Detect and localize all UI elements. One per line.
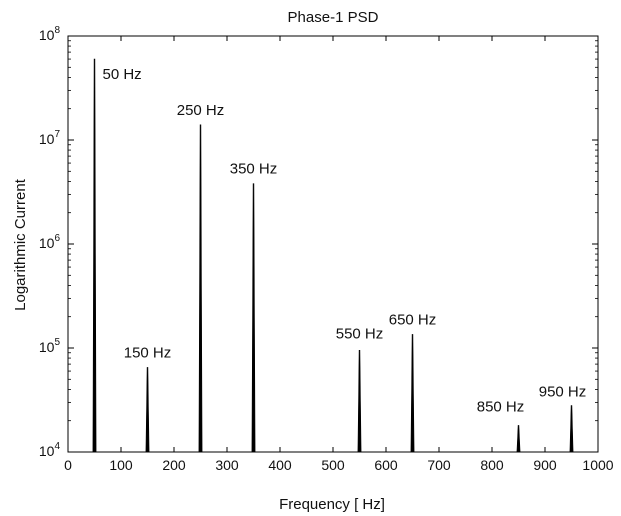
peak-annotations: 50 Hz 150 Hz 250 Hz 350 Hz 550 Hz 650 Hz 850 H… [103,66,587,415]
x-tick-label: 500 [321,457,345,473]
x-tick-label: 600 [374,457,398,473]
y-tick-label: 104 [39,441,61,459]
x-tick-label: 200 [162,457,186,473]
x-tick-label: 700 [427,457,451,473]
y-tick-label: 105 [39,337,61,355]
y-tick-label: 106 [39,233,61,251]
peak-850-hz [516,425,521,453]
x-tick-label: 900 [533,457,557,473]
peak-label: 550 Hz [336,325,384,342]
x-tick-label: 1000 [582,457,613,473]
y-axis-ticks: 104 105 106 107 108 [39,25,598,459]
y-axis-label: Logarithmic Current [12,178,29,311]
chart-title: Phase-1 PSD [288,9,379,26]
x-tick-label: 800 [480,457,504,473]
peak-label: 850 Hz [477,398,525,415]
peak-150-hz [145,367,150,453]
peak-label: 250 Hz [177,102,225,119]
x-tick-label: 0 [64,457,72,473]
y-tick-label: 107 [39,129,61,147]
y-tick-label: 108 [39,25,61,43]
x-tick-label: 400 [268,457,292,473]
peak-label: 50 Hz [103,66,142,83]
peak-label: 150 Hz [124,344,172,361]
peak-950-hz [569,405,574,453]
peak-label: 650 Hz [389,311,437,328]
x-tick-label: 300 [215,457,239,473]
x-axis-ticks: 0 100 200 300 400 500 600 700 800 900 1000 [64,36,614,473]
peak-50-hz [92,58,97,453]
peak-550-hz [357,350,362,453]
peak-250-hz [198,124,203,453]
x-axis-label: Frequency [ Hz] [279,496,385,513]
peak-350-hz [251,183,256,453]
peak-lines [92,58,574,453]
peak-650-hz [410,334,415,453]
peak-label: 950 Hz [539,383,587,400]
peak-label: 350 Hz [230,161,278,178]
x-tick-label: 100 [109,457,133,473]
